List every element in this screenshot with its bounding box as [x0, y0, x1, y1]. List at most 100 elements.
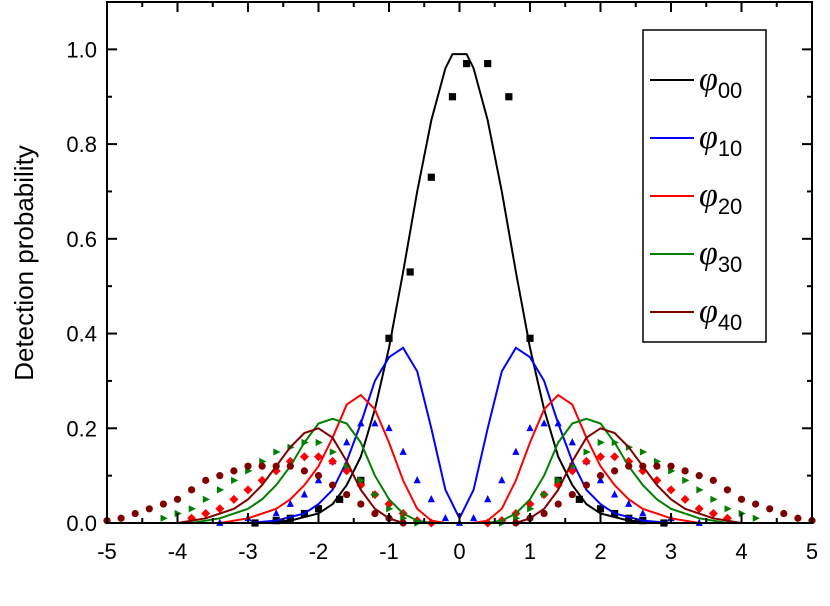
- data-point: [357, 500, 365, 508]
- data-point: [357, 419, 365, 427]
- x-tick-label: -1: [379, 539, 399, 564]
- data-point: [639, 509, 647, 517]
- data-point: [484, 59, 492, 68]
- data-point: [385, 334, 393, 342]
- data-point: [611, 438, 619, 447]
- legend-item-20: φ20: [650, 177, 742, 219]
- data-point: [145, 505, 153, 513]
- x-tick-label: 5: [806, 539, 818, 564]
- data-point: [724, 505, 732, 513]
- data-point: [780, 509, 788, 518]
- data-point: [709, 476, 717, 484]
- data-point: [737, 495, 746, 503]
- data-point: [484, 494, 492, 503]
- data-point: [216, 472, 224, 480]
- data-point: [695, 472, 703, 480]
- data-point: [575, 495, 583, 503]
- data-point: [526, 334, 534, 342]
- data-point: [301, 438, 309, 447]
- data-point: [329, 448, 337, 456]
- y-axis-ticks: 0.0 0.2 0.4 0.6 0.8 1.0: [66, 1, 812, 536]
- data-point: [385, 423, 393, 432]
- legend-label: φ20: [699, 177, 742, 219]
- legend-label-symbol: φ: [699, 235, 718, 272]
- data-point: [286, 514, 294, 522]
- data-point: [470, 513, 478, 522]
- x-tick-label: -3: [238, 539, 258, 564]
- data-point: [315, 438, 323, 447]
- data-point: [202, 495, 211, 503]
- legend-label-symbol: φ: [699, 119, 718, 156]
- data-point: [230, 467, 238, 475]
- legend-label-subscript: 00: [718, 78, 742, 103]
- data-point: [273, 448, 281, 456]
- data-point: [541, 490, 549, 499]
- legend-item-00: φ00: [650, 61, 742, 103]
- x-tick-label: -2: [309, 539, 329, 564]
- legend-label: φ30: [699, 235, 742, 277]
- data-point: [540, 419, 548, 427]
- data-point: [448, 93, 457, 101]
- data-point: [752, 500, 760, 508]
- data-point: [117, 514, 125, 522]
- data-point: [766, 505, 774, 513]
- x-tick-label: 2: [594, 539, 606, 564]
- data-point: [708, 509, 718, 519]
- data-point: [243, 485, 253, 495]
- y-tick-label: 0.2: [66, 416, 97, 441]
- legend-label-subscript: 10: [718, 136, 742, 161]
- x-tick-label: -4: [168, 539, 188, 564]
- data-point: [610, 452, 620, 462]
- data-point: [231, 476, 239, 484]
- data-point: [681, 467, 689, 475]
- y-tick-label: 0.6: [66, 227, 97, 252]
- data-point: [611, 467, 619, 475]
- x-tick-label: 4: [735, 539, 747, 564]
- data-point: [188, 505, 196, 513]
- legend-label-subscript: 40: [718, 310, 742, 335]
- data-point: [597, 438, 605, 447]
- data-point: [653, 462, 661, 470]
- data-point: [666, 485, 676, 495]
- data-point: [427, 494, 435, 503]
- data-point: [314, 476, 323, 484]
- data-point: [399, 447, 407, 455]
- y-axis-title: Detection probability: [9, 145, 39, 381]
- data-point: [625, 499, 633, 507]
- data-point: [336, 495, 344, 503]
- data-point: [216, 486, 225, 494]
- legend-item-40: φ40: [650, 293, 742, 335]
- data-point: [258, 462, 266, 470]
- data-point: [512, 447, 520, 455]
- data-point: [441, 513, 449, 522]
- data-point: [201, 509, 211, 519]
- data-point: [299, 452, 309, 462]
- data-point: [413, 476, 421, 484]
- data-point: [343, 462, 352, 470]
- data-point: [272, 509, 280, 517]
- data-point: [343, 490, 351, 499]
- data-point: [554, 419, 562, 427]
- legend-label-symbol: φ: [699, 61, 718, 98]
- data-point: [406, 268, 414, 276]
- data-point: [596, 472, 605, 480]
- data-point: [568, 490, 576, 499]
- data-point: [752, 514, 760, 522]
- series-00: [251, 53, 668, 527]
- data-point: [680, 494, 690, 504]
- legend-label-subscript: 30: [718, 252, 742, 277]
- data-point: [505, 93, 513, 101]
- data-point: [244, 462, 252, 470]
- data-point: [568, 438, 576, 446]
- series-line: [262, 53, 657, 524]
- series-line: [177, 427, 742, 524]
- data-point: [554, 500, 562, 508]
- y-tick-label: 1.0: [66, 37, 97, 62]
- data-point: [682, 476, 690, 484]
- data-point: [229, 494, 239, 504]
- data-point: [314, 472, 323, 480]
- data-point: [188, 486, 196, 494]
- legend-label: φ00: [699, 61, 742, 103]
- data-point: [372, 490, 380, 499]
